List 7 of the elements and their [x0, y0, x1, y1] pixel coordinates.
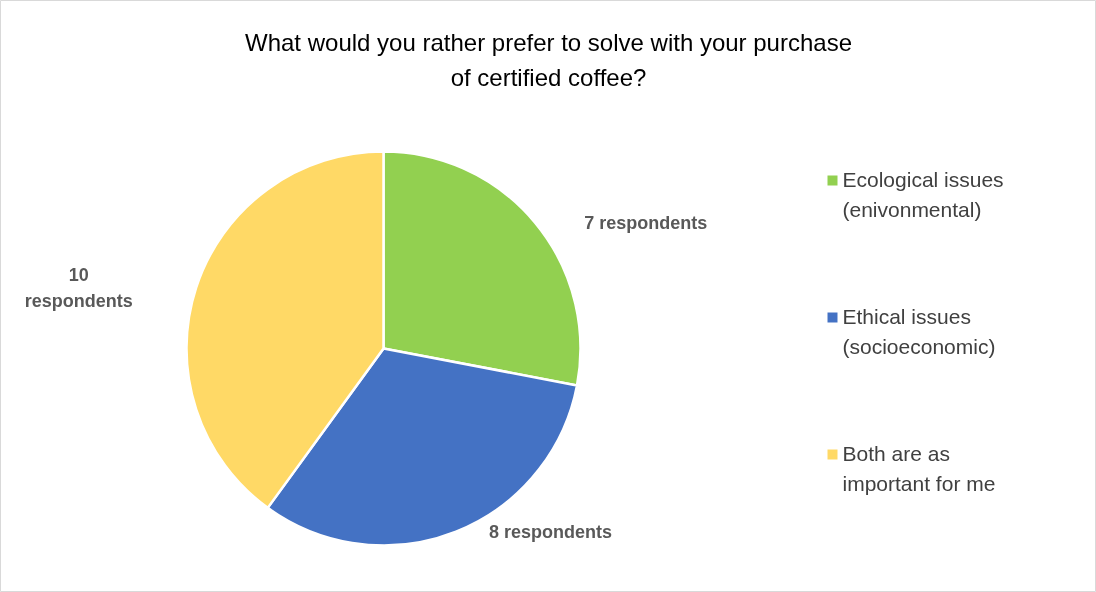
legend-label: Ethical issues (socioeconomic) — [842, 305, 996, 358]
data-label: 10 respondents — [24, 264, 133, 311]
legend-label: Ecological issues (enivonmental) — [842, 168, 1004, 221]
data-label: 8 respondents — [489, 521, 613, 542]
chart-title: What would you rather prefer to solve with your purchase of certified coffee? — [245, 28, 852, 91]
legend-label: Both are as important for me — [842, 442, 996, 495]
data-label: 7 respondents — [584, 212, 708, 233]
